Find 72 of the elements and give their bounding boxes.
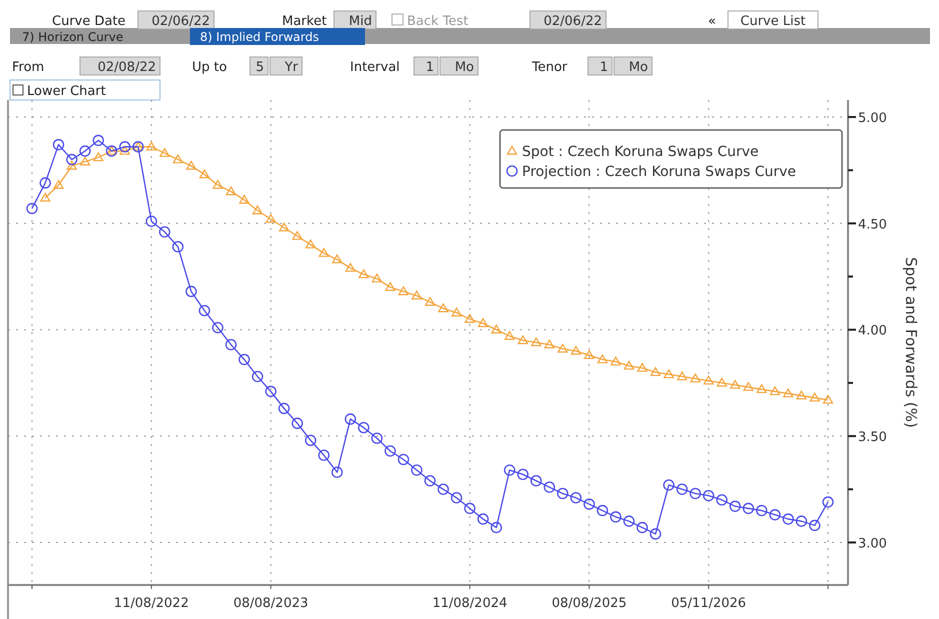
point [332,254,342,264]
point [66,160,77,170]
point [345,262,356,272]
point [80,156,90,166]
point [796,390,807,400]
point [544,340,554,348]
y-tick-label: 5.00 [858,111,887,126]
toolbar: Curve Date 02/06/22 Market Mid Back Test 02/06/22 « Curve List 7) Horizon Curve 8) Implied Forwards From 02/08/22 Up to 5 Yr Interval 1 Mo Tenor 1 Mo Lower Chart [10,10,930,100]
x-tick-label: 08/08/2025 [552,596,627,611]
x-tick-label: 11/08/2024 [432,596,508,611]
point [239,194,250,204]
point [172,154,184,164]
point [558,344,568,353]
point [597,354,608,364]
point [266,214,276,223]
point [570,346,582,355]
y-tick-label: 3.50 [858,430,887,446]
point [491,324,502,334]
point [637,362,648,372]
point [385,282,396,291]
point [610,356,621,366]
point [743,382,754,391]
point [318,248,329,257]
point [518,335,528,344]
point [584,350,594,360]
x-tick-label: 08/08/2023 [233,596,308,611]
point [464,314,475,323]
y-tick-label: 4.50 [858,217,887,232]
point [278,222,290,232]
point [358,269,369,278]
point [398,286,409,296]
x-tick-label: 05/11/2026 [671,596,746,611]
point [53,180,64,189]
point [783,388,794,398]
y-tick-label: 4.00 [858,324,887,339]
point [810,392,820,402]
point [451,308,462,316]
point [372,274,382,282]
point [292,231,302,240]
point [212,180,223,189]
point [199,169,210,178]
point [252,206,263,214]
y-axis-title: Spot and Forwards (%) [902,257,920,428]
point [120,146,130,155]
point [226,186,236,196]
y-tick-label: 3.00 [858,536,887,552]
point [306,240,316,248]
point [93,152,104,162]
point [40,192,50,202]
legend-label: Spot : Czech Koruna Swaps Curve [522,144,759,160]
point [186,160,196,170]
point [146,142,156,151]
point [531,337,542,346]
point [478,318,488,328]
point [756,384,767,394]
point [704,376,714,385]
point [504,331,515,340]
x-tick-label: 11/08/2022 [114,596,189,611]
point [160,148,170,157]
point [664,369,674,378]
point [412,290,422,300]
point [730,380,740,389]
point [624,360,634,370]
point [690,374,700,382]
point [822,394,834,404]
point [676,371,688,380]
point [770,386,780,396]
point [424,296,436,306]
point [438,303,448,312]
point [650,367,661,376]
point [716,378,727,387]
legend-label: Projection : Czech Koruna Swaps Curve [522,164,796,180]
